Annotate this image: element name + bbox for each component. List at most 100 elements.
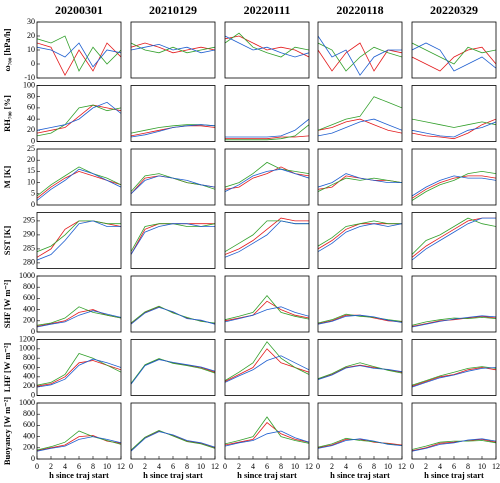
x-tick-label: 6 bbox=[171, 462, 175, 471]
y-tick-label: 1200 bbox=[19, 334, 35, 343]
series-line bbox=[412, 175, 496, 199]
y-tick-label: 800 bbox=[23, 282, 35, 291]
panel-frame bbox=[130, 148, 216, 206]
series-line bbox=[37, 170, 121, 199]
series-line bbox=[37, 306, 121, 326]
plot-area bbox=[412, 315, 496, 328]
series-line bbox=[412, 42, 496, 65]
panel-frame bbox=[36, 275, 122, 333]
series-line bbox=[131, 124, 215, 138]
plot-area bbox=[225, 294, 309, 323]
series-line bbox=[225, 220, 309, 253]
y-tick-label: 290 bbox=[23, 230, 35, 239]
series-line bbox=[37, 310, 121, 328]
series-line bbox=[318, 173, 402, 188]
panel-frame bbox=[411, 275, 497, 333]
panel-frame bbox=[317, 339, 403, 396]
plot-area bbox=[412, 118, 496, 140]
y-tick-label: 5 bbox=[31, 189, 35, 198]
panel-frame bbox=[224, 21, 310, 79]
series-line bbox=[225, 35, 309, 58]
series-line bbox=[225, 306, 309, 323]
plot-area bbox=[225, 416, 309, 447]
series-line bbox=[412, 366, 496, 386]
plot-area bbox=[318, 437, 402, 449]
panel-frame bbox=[36, 148, 122, 206]
plot-area bbox=[225, 161, 309, 192]
panel-title: 20220329 bbox=[430, 3, 478, 17]
x-tick-label: 10 bbox=[103, 462, 111, 471]
panel-title: 20220118 bbox=[336, 3, 383, 17]
series-line bbox=[318, 177, 402, 192]
y-axis-label: SHF [W m⁻²] bbox=[2, 280, 12, 329]
series-line bbox=[412, 170, 496, 201]
x-tick-label: 12 bbox=[305, 462, 313, 471]
panel-frame bbox=[317, 148, 403, 206]
series-line bbox=[131, 306, 215, 325]
series-line bbox=[225, 294, 309, 321]
series-line bbox=[412, 46, 496, 72]
series-line bbox=[318, 118, 402, 134]
series-line bbox=[318, 220, 402, 247]
x-axis-label: h since traj start bbox=[330, 470, 390, 480]
series-line bbox=[225, 341, 309, 381]
y-tick-label: 10 bbox=[27, 177, 35, 186]
series-line bbox=[412, 315, 496, 328]
series-line bbox=[225, 135, 309, 140]
y-tick-label: 600 bbox=[23, 420, 35, 429]
x-axis-label: h since traj start bbox=[237, 470, 297, 480]
plot-area bbox=[131, 173, 215, 195]
plot-area bbox=[225, 32, 309, 58]
panel-frame bbox=[317, 275, 403, 333]
y-tick-label: 280 bbox=[23, 258, 35, 267]
series-line bbox=[318, 362, 402, 380]
y-tick-label: 15 bbox=[27, 166, 35, 175]
series-line bbox=[412, 217, 496, 261]
panel-frame bbox=[36, 402, 122, 460]
series-line bbox=[318, 313, 402, 324]
x-tick-label: 6 bbox=[265, 462, 269, 471]
series-line bbox=[131, 43, 215, 54]
y-tick-label: 0 bbox=[31, 390, 35, 399]
x-tick-label: 12 bbox=[492, 462, 500, 471]
plot-area bbox=[318, 96, 402, 137]
panel-frame bbox=[36, 212, 122, 269]
panel-frame bbox=[411, 339, 497, 396]
panel-frame bbox=[224, 339, 310, 396]
series-line bbox=[37, 166, 121, 197]
panel-frame bbox=[411, 21, 497, 79]
plot-area bbox=[318, 313, 402, 325]
y-tick-label: 25 bbox=[27, 144, 35, 153]
y-tick-label: 10 bbox=[27, 45, 35, 54]
plot-area bbox=[318, 35, 402, 76]
series-line bbox=[37, 430, 121, 451]
series-line bbox=[412, 175, 496, 197]
x-tick-label: 12 bbox=[117, 462, 125, 471]
x-tick-label: 10 bbox=[291, 462, 299, 471]
series-line bbox=[318, 314, 402, 325]
series-line bbox=[412, 121, 496, 138]
x-tick-label: 2 bbox=[49, 462, 53, 471]
series-line bbox=[131, 223, 215, 252]
x-tick-label: 12 bbox=[211, 462, 219, 471]
x-tick-label: 2 bbox=[143, 462, 147, 471]
panel-frame bbox=[36, 339, 122, 396]
series-line bbox=[225, 124, 309, 141]
plot-area bbox=[225, 341, 309, 383]
series-line bbox=[37, 309, 121, 327]
plot-area bbox=[131, 358, 215, 385]
series-line bbox=[412, 118, 496, 140]
panel-frame bbox=[130, 212, 216, 269]
series-line bbox=[318, 223, 402, 250]
series-line bbox=[131, 306, 215, 324]
x-tick-label: 4 bbox=[63, 462, 67, 471]
series-line bbox=[412, 315, 496, 327]
y-tick-label: 0 bbox=[31, 136, 35, 145]
panel-frame bbox=[411, 148, 497, 206]
y-tick-label: 285 bbox=[23, 244, 35, 253]
y-tick-label: 60 bbox=[27, 103, 35, 112]
plot-area bbox=[37, 430, 121, 452]
x-tick-label: 4 bbox=[438, 462, 442, 471]
x-tick-label: 8 bbox=[91, 462, 95, 471]
plot-area bbox=[412, 170, 496, 201]
